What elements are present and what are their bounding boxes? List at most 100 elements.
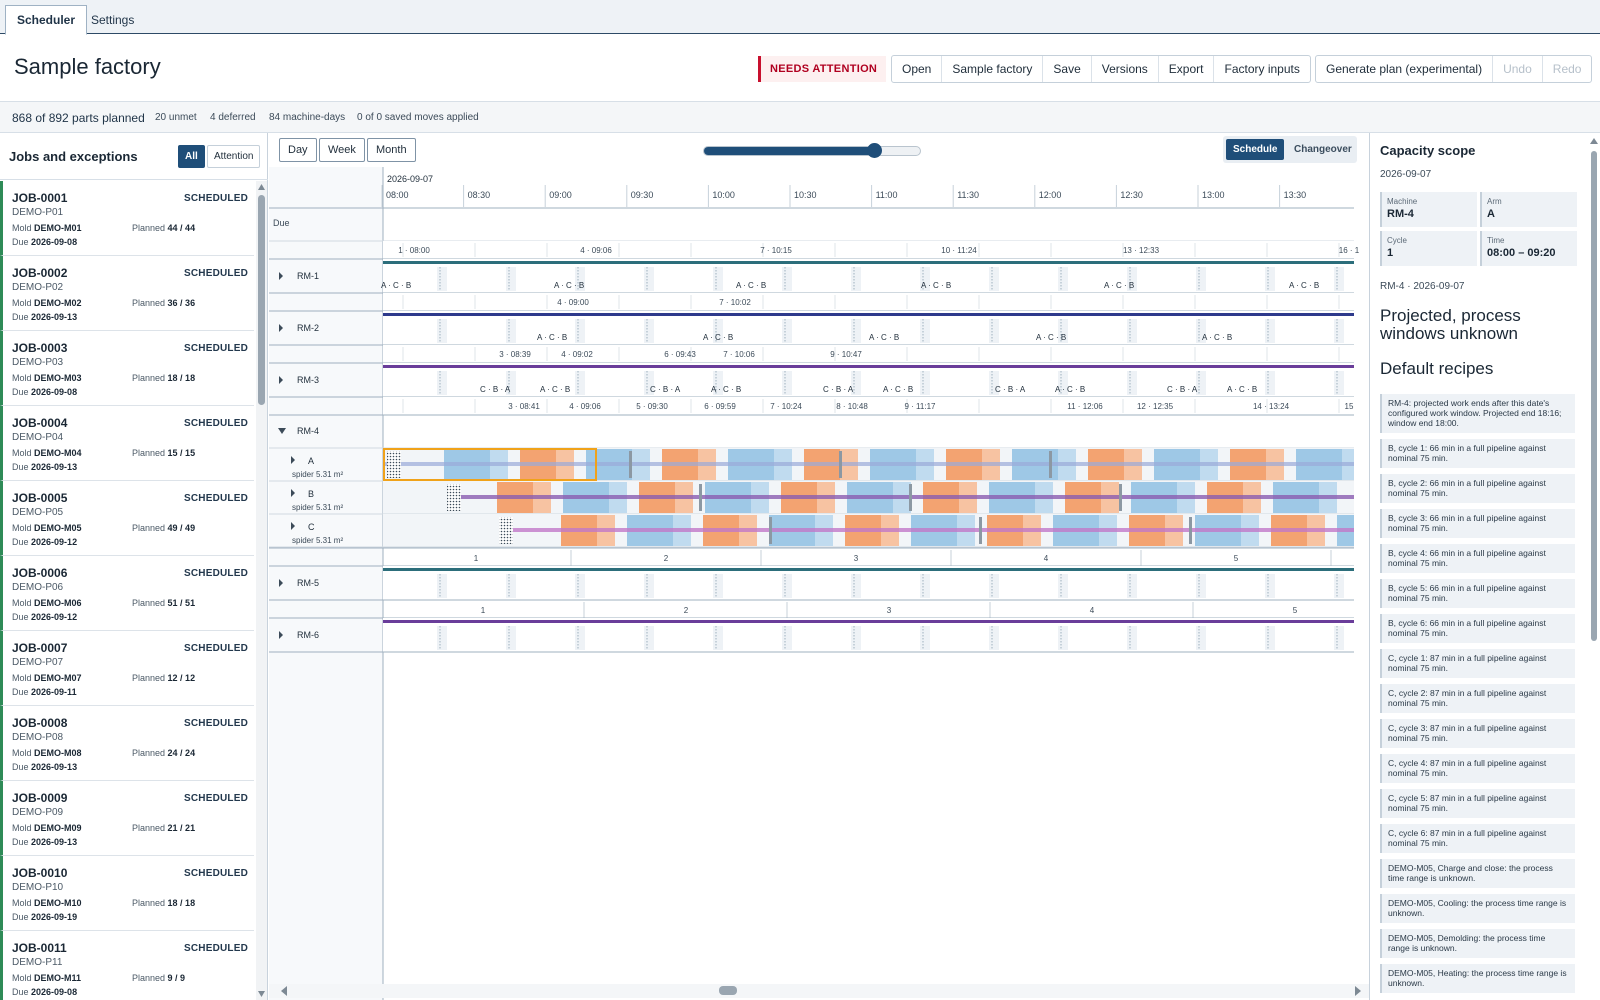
machine-label[interactable]: RM-1	[297, 271, 319, 281]
job-status-badge: SCHEDULED	[184, 868, 249, 879]
generate-plan-button[interactable]: Generate plan (experimental)	[1316, 56, 1494, 82]
machine-label[interactable]: RM-6	[297, 630, 319, 640]
zoom-month-button[interactable]: Month	[367, 138, 416, 162]
cycle-number: 2	[664, 554, 669, 563]
machine-lane[interactable]	[383, 566, 1354, 600]
job-list-scrollbar[interactable]	[256, 181, 267, 1000]
capacity-note: B, cycle 4: 66 min in a full pipeline ag…	[1380, 544, 1575, 573]
spider-area-label: spider 5.31 m²	[292, 536, 343, 545]
due-label: Due	[12, 537, 29, 547]
zoom-slider-knob[interactable]	[867, 143, 883, 158]
arm-c-track	[506, 528, 1354, 532]
job-planned: Planned 36 / 36	[132, 298, 195, 308]
job-card[interactable]: JOB-0004 SCHEDULED DEMO-P04 Mold DEMO-M04 Pl…	[0, 406, 254, 481]
expand-arrow-icon[interactable]	[291, 522, 295, 530]
scroll-right-arrow-icon[interactable]	[1355, 986, 1361, 996]
filter-attention-button[interactable]: Attention	[207, 145, 261, 168]
save-button[interactable]: Save	[1043, 56, 1092, 82]
arm-label[interactable]: A	[308, 456, 314, 466]
machine-label[interactable]: RM-4	[297, 426, 319, 436]
zoom-slider[interactable]	[703, 143, 921, 158]
cycle-number: 2	[684, 606, 689, 615]
job-card[interactable]: JOB-0011 SCHEDULED DEMO-P11 Mold DEMO-M11 Pl…	[0, 931, 254, 1000]
capacity-note: C, cycle 5: 87 min in a full pipeline ag…	[1380, 789, 1575, 818]
undo-button[interactable]: Undo	[1493, 56, 1543, 82]
redo-button[interactable]: Redo	[1552, 62, 1582, 76]
expand-arrow-icon[interactable]	[279, 579, 283, 587]
cycle-separator	[839, 451, 842, 478]
planned-label: Planned	[132, 823, 166, 833]
cycle-marker-label: 11 · 12:06	[1067, 402, 1103, 411]
needs-attention-badge[interactable]: NEEDS ATTENTION	[758, 56, 887, 82]
time-label: 13:30	[1284, 190, 1307, 200]
expand-arrow-icon[interactable]	[279, 272, 283, 280]
machine-label[interactable]: RM-2	[297, 323, 319, 333]
job-id: JOB-0009	[12, 791, 68, 805]
arm-label[interactable]: B	[308, 489, 314, 499]
horizontal-scrollbar[interactable]	[269, 984, 1369, 998]
idle-block	[1058, 574, 1068, 598]
job-card[interactable]: JOB-0007 SCHEDULED DEMO-P07 Mold DEMO-M07 Pl…	[0, 631, 254, 706]
selected-cycle-highlight[interactable]	[383, 448, 597, 481]
planned-count: 868 of 892 parts planned	[12, 111, 145, 125]
arm-sequence-label: A · C · B	[1036, 333, 1066, 342]
job-card[interactable]: JOB-0001 SCHEDULED DEMO-P01 Mold DEMO-M01 Pl…	[0, 181, 254, 256]
job-card[interactable]: JOB-0002 SCHEDULED DEMO-P02 Mold DEMO-M02 Pl…	[0, 256, 254, 331]
job-card[interactable]: JOB-0009 SCHEDULED DEMO-P09 Mold DEMO-M09 Pl…	[0, 781, 254, 856]
gantt-chart[interactable]: 2026-09-07 08:00 08:30 09:00 09:30 10:00 10:30…	[269, 167, 1369, 1000]
capacity-note: C, cycle 3: 87 min in a full pipeline ag…	[1380, 719, 1575, 748]
capacity-note: C, cycle 6: 87 min in a full pipeline ag…	[1380, 824, 1575, 853]
expand-arrow-icon[interactable]	[279, 324, 283, 332]
expand-arrow-icon[interactable]	[291, 489, 295, 497]
due-value: 2026-09-19	[31, 912, 78, 922]
time-field-label: Time	[1487, 236, 1505, 245]
tab-scheduler[interactable]: Scheduler	[5, 5, 88, 35]
machine-label[interactable]: RM-5	[297, 578, 319, 588]
view-schedule-button[interactable]: Schedule	[1226, 139, 1285, 160]
sample-factory-button[interactable]: Sample factory	[942, 56, 1044, 82]
idle-block	[920, 319, 930, 343]
expand-arrow-icon[interactable]	[279, 631, 283, 639]
arm-label[interactable]: C	[308, 522, 315, 532]
job-card[interactable]: JOB-0006 SCHEDULED DEMO-P06 Mold DEMO-M06 Pl…	[0, 556, 254, 631]
horizontal-scroll-thumb[interactable]	[719, 986, 737, 995]
scroll-left-arrow-icon[interactable]	[281, 986, 287, 996]
open-button[interactable]: Open	[892, 56, 943, 82]
job-card[interactable]: JOB-0008 SCHEDULED DEMO-P08 Mold DEMO-M08 Pl…	[0, 706, 254, 781]
job-card[interactable]: JOB-0010 SCHEDULED DEMO-P10 Mold DEMO-M10 Pl…	[0, 856, 254, 931]
mold-value: DEMO-M07	[34, 673, 82, 683]
view-changeover-button[interactable]: Changeover	[1294, 144, 1352, 155]
versions-button[interactable]: Versions	[1092, 56, 1159, 82]
expand-arrow-icon[interactable]	[291, 456, 295, 464]
machine-label[interactable]: RM-3	[297, 375, 319, 385]
job-list-scroll-thumb[interactable]	[258, 195, 265, 405]
job-status-badge: SCHEDULED	[184, 943, 249, 954]
capacity-scrollbar[interactable]	[1588, 133, 1600, 1000]
machine-lane[interactable]	[383, 259, 1354, 293]
job-id: JOB-0005	[12, 491, 68, 505]
arm-field-value: A	[1487, 208, 1495, 220]
job-card[interactable]: JOB-0003 SCHEDULED DEMO-P03 Mold DEMO-M03 Pl…	[0, 331, 254, 406]
expand-arrow-icon[interactable]	[279, 376, 283, 384]
planned-value: 9 / 9	[167, 973, 186, 983]
job-due: Due 2026-09-08	[12, 237, 77, 247]
machine-lane[interactable]	[383, 618, 1354, 652]
idle-block	[989, 574, 999, 598]
machine-field: Machine RM-4	[1380, 192, 1477, 227]
job-card[interactable]: JOB-0005 SCHEDULED DEMO-P05 Mold DEMO-M05 Pl…	[0, 481, 254, 556]
jobs-panel-title: Jobs and exceptions	[9, 149, 138, 164]
marker-row	[383, 345, 1354, 363]
machine-lane[interactable]	[383, 363, 1354, 397]
factory-inputs-button[interactable]: Factory inputs	[1224, 62, 1300, 76]
tab-settings[interactable]: Settings	[91, 13, 135, 27]
filter-all-button[interactable]: All	[178, 145, 205, 168]
capacity-scroll-thumb[interactable]	[1591, 151, 1597, 641]
collapse-arrow-icon[interactable]	[278, 428, 286, 434]
idle-block	[989, 319, 999, 343]
zoom-day-button[interactable]: Day	[279, 138, 317, 162]
job-planned: Planned 18 / 18	[132, 373, 195, 383]
plan-stats-bar: 868 of 892 parts planned 20 unmet 4 defe…	[0, 102, 1600, 133]
export-button[interactable]: Export	[1159, 56, 1215, 82]
zoom-week-button[interactable]: Week	[319, 138, 365, 162]
machine-lane[interactable]	[383, 311, 1354, 345]
